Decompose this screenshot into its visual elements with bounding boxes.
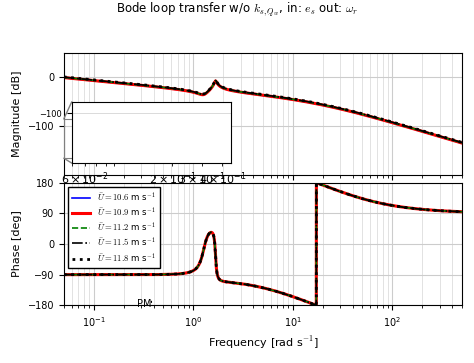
$\bar{U} = 11.8$ m s$^{-1}$ xyxy=(459,209,465,214)
$\bar{U} = 11.8$ m s$^{-1}$ xyxy=(313,180,319,185)
$\bar{U} = 10.9$ m s$^{-1}$ xyxy=(300,298,305,302)
$\bar{U} = 11.2$ m s$^{-1}$ xyxy=(300,298,305,302)
Text: PM: PM xyxy=(137,299,152,309)
$\bar{U} = 10.6$ m s$^{-1}$ xyxy=(313,180,319,185)
$\bar{U} = 11.2$ m s$^{-1}$ xyxy=(133,273,139,277)
$\bar{U} = 10.9$ m s$^{-1}$ xyxy=(61,273,67,277)
$\bar{U} = 11.8$ m s$^{-1}$ xyxy=(133,273,139,277)
$\bar{U} = 10.6$ m s$^{-1}$ xyxy=(133,273,139,277)
$\bar{U} = 10.9$ m s$^{-1}$ xyxy=(358,196,364,200)
$\bar{U} = 11.2$ m s$^{-1}$ xyxy=(61,273,67,277)
Line: $\bar{U} = 11.5$ m s$^{-1}$: $\bar{U} = 11.5$ m s$^{-1}$ xyxy=(64,183,462,305)
Text: Bode loop transfer w/o $k_{s,Q_w}$, in: $e_s$ out: $\omega_r$: Bode loop transfer w/o $k_{s,Q_w}$, in: … xyxy=(116,0,358,18)
$\bar{U} = 11.2$ m s$^{-1}$ xyxy=(313,303,319,307)
$\bar{U} = 10.6$ m s$^{-1}$ xyxy=(300,298,305,302)
$\bar{U} = 11.5$ m s$^{-1}$ xyxy=(61,273,67,277)
$\bar{U} = 11.5$ m s$^{-1}$ xyxy=(313,180,319,185)
$\bar{U} = 11.8$ m s$^{-1}$ xyxy=(358,196,364,200)
$\bar{U} = 10.6$ m s$^{-1}$ xyxy=(320,183,326,187)
$\bar{U} = 10.9$ m s$^{-1}$ xyxy=(313,303,319,307)
$\bar{U} = 10.9$ m s$^{-1}$ xyxy=(213,260,219,265)
$\bar{U} = 11.5$ m s$^{-1}$ xyxy=(358,196,364,200)
$\bar{U} = 10.9$ m s$^{-1}$ xyxy=(459,209,465,214)
$\bar{U} = 11.8$ m s$^{-1}$ xyxy=(300,298,305,302)
X-axis label: Frequency [rad s$^{-1}$]: Frequency [rad s$^{-1}$] xyxy=(208,334,318,351)
$\bar{U} = 11.5$ m s$^{-1}$ xyxy=(320,183,326,187)
$\bar{U} = 11.5$ m s$^{-1}$ xyxy=(459,209,465,214)
$\bar{U} = 10.6$ m s$^{-1}$ xyxy=(313,303,319,307)
$\bar{U} = 11.2$ m s$^{-1}$ xyxy=(389,203,394,208)
$\bar{U} = 11.2$ m s$^{-1}$ xyxy=(313,180,319,185)
$\bar{U} = 11.5$ m s$^{-1}$ xyxy=(133,273,139,277)
$\bar{U} = 11.5$ m s$^{-1}$ xyxy=(213,260,219,265)
$\bar{U} = 10.6$ m s$^{-1}$ xyxy=(459,209,465,214)
$\bar{U} = 10.6$ m s$^{-1}$ xyxy=(389,203,394,208)
$\bar{U} = 11.8$ m s$^{-1}$ xyxy=(389,203,394,208)
$\bar{U} = 10.9$ m s$^{-1}$ xyxy=(133,273,139,277)
$\bar{U} = 10.9$ m s$^{-1}$ xyxy=(313,180,319,185)
Line: $\bar{U} = 10.6$ m s$^{-1}$: $\bar{U} = 10.6$ m s$^{-1}$ xyxy=(64,183,462,305)
$\bar{U} = 10.6$ m s$^{-1}$ xyxy=(213,260,219,265)
Bar xyxy=(64,119,159,158)
$\bar{U} = 11.5$ m s$^{-1}$ xyxy=(389,203,394,208)
Line: $\bar{U} = 11.2$ m s$^{-1}$: $\bar{U} = 11.2$ m s$^{-1}$ xyxy=(64,183,462,305)
Line: $\bar{U} = 10.9$ m s$^{-1}$: $\bar{U} = 10.9$ m s$^{-1}$ xyxy=(64,183,462,305)
$\bar{U} = 11.2$ m s$^{-1}$ xyxy=(213,260,219,265)
$\bar{U} = 10.6$ m s$^{-1}$ xyxy=(61,273,67,277)
$\bar{U} = 11.5$ m s$^{-1}$ xyxy=(313,303,319,307)
Y-axis label: Phase [deg]: Phase [deg] xyxy=(12,211,22,277)
Y-axis label: Magnitude [dB]: Magnitude [dB] xyxy=(12,71,22,157)
$\bar{U} = 11.8$ m s$^{-1}$ xyxy=(213,260,219,265)
Legend: $\bar{U} = 10.6$ m s$^{-1}$, $\bar{U} = 10.9$ m s$^{-1}$, $\bar{U} = 11.2$ m s$^: $\bar{U} = 10.6$ m s$^{-1}$, $\bar{U} = … xyxy=(68,187,160,268)
$\bar{U} = 11.2$ m s$^{-1}$ xyxy=(459,209,465,214)
$\bar{U} = 11.2$ m s$^{-1}$ xyxy=(358,196,364,200)
$\bar{U} = 11.8$ m s$^{-1}$ xyxy=(61,273,67,277)
$\bar{U} = 10.6$ m s$^{-1}$ xyxy=(358,196,364,200)
$\bar{U} = 10.9$ m s$^{-1}$ xyxy=(389,203,394,208)
$\bar{U} = 10.9$ m s$^{-1}$ xyxy=(320,183,326,187)
$\bar{U} = 11.5$ m s$^{-1}$ xyxy=(300,298,305,302)
$\bar{U} = 11.8$ m s$^{-1}$ xyxy=(320,183,326,187)
$\bar{U} = 11.8$ m s$^{-1}$ xyxy=(313,303,319,307)
$\bar{U} = 11.2$ m s$^{-1}$ xyxy=(320,183,326,187)
Line: $\bar{U} = 11.8$ m s$^{-1}$: $\bar{U} = 11.8$ m s$^{-1}$ xyxy=(64,183,462,305)
